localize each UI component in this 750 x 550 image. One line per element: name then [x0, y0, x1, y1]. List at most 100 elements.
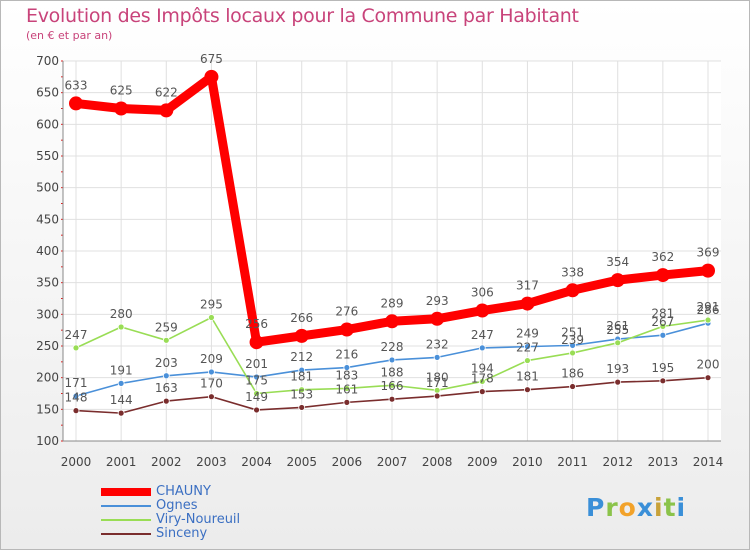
y-tick-label: 450 — [36, 212, 59, 226]
chart-title: Evolution des Impôts locaux pour la Comm… — [26, 5, 579, 27]
y-tick-label: 350 — [36, 276, 59, 290]
data-label-viry-noureuil: 255 — [606, 323, 629, 337]
data-label-chauny: 317 — [516, 279, 539, 293]
data-point-viry-noureuil — [253, 390, 260, 397]
x-tick-label: 2003 — [196, 455, 227, 469]
data-point-viry-noureuil — [208, 314, 215, 321]
data-point-sinceny — [343, 398, 351, 406]
data-point-viry-noureuil — [72, 344, 80, 352]
data-label-viry-noureuil: 188 — [381, 365, 404, 379]
data-label-ognes: 209 — [200, 352, 223, 366]
data-point-sinceny — [478, 388, 486, 396]
x-tick-label: 2011 — [557, 455, 588, 469]
data-point-ognes — [343, 364, 351, 371]
y-tick-label: 550 — [36, 149, 59, 163]
data-label-ognes: 232 — [426, 337, 449, 351]
data-label-viry-noureuil: 295 — [200, 298, 223, 312]
data-label-ognes: 228 — [381, 340, 404, 354]
line-chart: 100 150 200 250 300 350 400 450 500 550 600 650 700 2… — [36, 52, 724, 469]
data-label-sinceny: 181 — [516, 370, 539, 384]
proxiti-logo: Proxiti — [586, 493, 686, 522]
logo-letter: i — [676, 493, 687, 522]
data-point-sinceny — [569, 383, 576, 390]
legend-swatch-viry-noureuil — [101, 519, 151, 521]
data-label-ognes: 212 — [290, 350, 313, 364]
data-point-chauny — [69, 96, 83, 111]
y-tick-label: 300 — [36, 307, 59, 321]
y-tick-label: 150 — [36, 402, 59, 416]
data-point-ognes — [659, 331, 667, 339]
x-tick-label: 2002 — [151, 455, 182, 469]
data-point-sinceny — [208, 393, 215, 401]
data-point-chauny — [475, 303, 490, 318]
data-point-chauny — [610, 273, 625, 288]
data-label-sinceny: 195 — [651, 361, 674, 375]
data-point-sinceny — [162, 397, 170, 405]
data-point-sinceny — [614, 378, 622, 386]
data-point-sinceny — [704, 374, 712, 382]
x-tick-label: 2010 — [512, 455, 543, 469]
data-label-ognes: 251 — [561, 325, 584, 339]
data-label-chauny: 276 — [335, 305, 358, 319]
data-label-ognes: 249 — [516, 327, 539, 341]
data-point-viry-noureuil — [524, 357, 531, 364]
data-point-sinceny — [253, 406, 260, 414]
y-tick-label: 100 — [36, 434, 59, 448]
data-label-sinceny: 163 — [155, 381, 178, 395]
data-label-chauny: 256 — [245, 317, 268, 331]
data-point-ognes — [72, 392, 80, 400]
y-tick-label: 600 — [36, 117, 59, 131]
data-label-ognes: 216 — [335, 348, 358, 362]
y-tick-label: 500 — [36, 181, 59, 195]
data-point-sinceny — [388, 395, 396, 403]
data-label-chauny: 622 — [155, 85, 178, 99]
x-tick-label: 2000 — [61, 455, 92, 469]
data-label-viry-noureuil: 280 — [110, 307, 133, 321]
data-label-ognes: 261 — [606, 319, 629, 333]
x-tick-label: 2012 — [602, 455, 633, 469]
data-point-chauny — [565, 283, 580, 298]
data-label-chauny: 306 — [471, 286, 494, 300]
data-label-chauny: 293 — [426, 294, 449, 308]
data-point-viry-noureuil — [569, 349, 576, 357]
data-label-viry-noureuil: 247 — [65, 328, 88, 342]
data-point-ognes — [478, 344, 486, 352]
data-label-ognes: 171 — [65, 376, 88, 390]
data-label-chauny: 625 — [110, 84, 133, 98]
legend-swatch-sinceny — [101, 533, 151, 535]
logo-letter: r — [605, 493, 619, 522]
x-tick-label: 2004 — [241, 455, 272, 469]
x-tick-label: 2009 — [467, 455, 498, 469]
data-label-viry-noureuil: 281 — [651, 306, 674, 320]
data-point-ognes — [524, 343, 531, 351]
data-point-ognes — [388, 356, 396, 364]
data-point-ognes — [298, 366, 306, 374]
y-tick-label: 200 — [36, 371, 59, 385]
data-point-sinceny — [659, 377, 667, 385]
data-label-sinceny: 171 — [426, 376, 449, 390]
data-label-ognes: 201 — [245, 357, 268, 371]
data-point-chauny — [159, 103, 174, 118]
data-point-ognes — [253, 373, 260, 381]
legend-label-ognes: Ognes — [156, 498, 198, 513]
data-point-chauny — [204, 69, 219, 84]
x-tick-label: 2008 — [422, 455, 453, 469]
data-label-ognes: 247 — [471, 328, 494, 342]
data-label-viry-noureuil: 181 — [290, 370, 313, 384]
data-point-chauny — [339, 322, 354, 337]
data-label-sinceny: 170 — [200, 377, 223, 391]
logo-letter: P — [586, 493, 606, 522]
data-point-ognes — [569, 341, 576, 349]
y-tick-label: 250 — [36, 339, 59, 353]
x-tick-label: 2014 — [693, 455, 724, 469]
data-point-chauny — [430, 311, 445, 326]
legend-swatch-chauny — [101, 488, 151, 496]
data-label-sinceny: 161 — [335, 382, 358, 396]
data-label-viry-noureuil: 227 — [516, 341, 539, 355]
data-label-chauny: 369 — [697, 246, 720, 260]
data-label-chauny: 362 — [651, 250, 674, 264]
data-point-ognes — [208, 368, 215, 376]
data-label-sinceny: 193 — [606, 362, 629, 376]
data-point-sinceny — [72, 407, 80, 415]
